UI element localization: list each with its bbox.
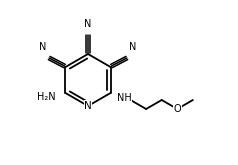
Text: NH: NH — [117, 93, 131, 103]
Text: N: N — [84, 19, 92, 29]
Text: N: N — [40, 42, 47, 52]
Text: N: N — [129, 42, 137, 52]
Text: H₂N: H₂N — [37, 92, 55, 102]
Text: O: O — [174, 104, 181, 114]
Text: N: N — [84, 101, 92, 111]
